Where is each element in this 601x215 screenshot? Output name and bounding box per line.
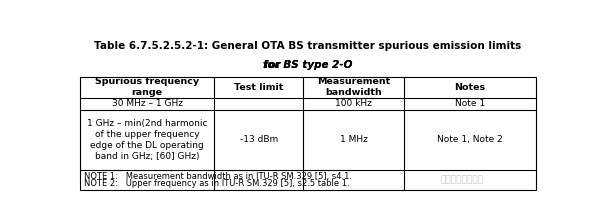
Text: for BS type 2-O: for BS type 2-O bbox=[263, 60, 353, 70]
Text: 1 GHz – min(2nd harmonic
of the upper frequency
edge of the DL operating
band in: 1 GHz – min(2nd harmonic of the upper fr… bbox=[87, 119, 207, 161]
Text: Table 6.7.5.2.5.2-1: General OTA BS transmitter spurious emission limits: Table 6.7.5.2.5.2-1: General OTA BS tran… bbox=[94, 41, 522, 52]
Text: 30 MHz – 1 GHz: 30 MHz – 1 GHz bbox=[112, 99, 183, 108]
Text: Note 1, Note 2: Note 1, Note 2 bbox=[437, 135, 503, 144]
Text: 无线通信标准解读: 无线通信标准解读 bbox=[440, 175, 483, 184]
Text: Notes: Notes bbox=[454, 83, 486, 92]
Text: 1 MHz: 1 MHz bbox=[340, 135, 368, 144]
Text: NOTE 1:   Measurement bandwidth as in ITU-R SM.329 [5], s4.1.: NOTE 1: Measurement bandwidth as in ITU-… bbox=[84, 172, 352, 181]
Text: 100 kHz: 100 kHz bbox=[335, 99, 372, 108]
Text: Note 1: Note 1 bbox=[455, 99, 485, 108]
Text: Measurement
bandwidth: Measurement bandwidth bbox=[317, 77, 390, 97]
Text: for: for bbox=[264, 60, 285, 70]
Bar bbox=[80, 77, 536, 190]
Text: -13 dBm: -13 dBm bbox=[240, 135, 278, 144]
Text: Spurious frequency
range: Spurious frequency range bbox=[95, 77, 199, 97]
Text: Test limit: Test limit bbox=[234, 83, 284, 92]
Text: for BS type 2-O: for BS type 2-O bbox=[263, 60, 353, 70]
Text: NOTE 2:   Upper frequency as in ITU-R SM.329 [5], s2.5 table 1.: NOTE 2: Upper frequency as in ITU-R SM.3… bbox=[84, 179, 349, 188]
